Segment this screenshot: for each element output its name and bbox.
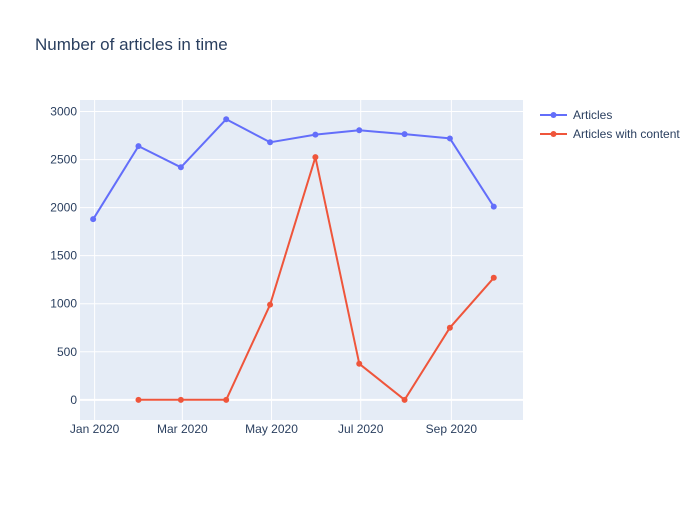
x-tick-label: May 2020 (245, 422, 298, 436)
data-point[interactable] (356, 360, 363, 367)
chart-title: Number of articles in time (35, 35, 228, 54)
data-point[interactable] (223, 396, 230, 403)
legend-marker-icon (550, 112, 557, 118)
series-1 (135, 154, 497, 403)
data-point[interactable] (401, 131, 408, 138)
data-point[interactable] (490, 274, 497, 281)
data-point[interactable] (223, 116, 230, 123)
data-point[interactable] (312, 131, 319, 138)
data-point[interactable] (356, 127, 363, 134)
x-tick-label: Jan 2020 (70, 422, 120, 436)
series-line (92, 118, 495, 220)
series-group (90, 116, 497, 403)
series-0 (90, 116, 497, 223)
axes: 0 500 1000 1500 2000 2500 3000 Jan 2020 Mar 2020… (50, 105, 477, 436)
y-tick-label: 0 (70, 393, 77, 407)
data-point[interactable] (90, 216, 97, 223)
x-tick-label: Sep 2020 (426, 422, 478, 436)
legend-marker-icon (550, 131, 557, 137)
data-point[interactable] (177, 164, 184, 171)
y-tick-label: 2000 (50, 201, 77, 215)
data-point[interactable] (312, 154, 319, 161)
data-point[interactable] (490, 203, 497, 210)
x-tick-label: Jul 2020 (338, 422, 384, 436)
data-point[interactable] (135, 396, 142, 403)
x-tick-label: Mar 2020 (157, 422, 208, 436)
legend[interactable]: Articles Articles with content (540, 108, 680, 141)
y-tick-label: 2500 (50, 153, 77, 167)
legend-item[interactable]: Articles (540, 108, 612, 122)
data-point[interactable] (135, 143, 142, 150)
legend-label: Articles (573, 108, 612, 122)
data-point[interactable] (446, 135, 453, 142)
data-point[interactable] (267, 139, 274, 146)
data-point[interactable] (446, 324, 453, 331)
y-tick-label: 500 (57, 345, 77, 359)
data-point[interactable] (267, 301, 274, 308)
y-tick-label: 1500 (50, 249, 77, 263)
y-tick-label: 1000 (50, 297, 77, 311)
legend-item[interactable]: Articles with content (540, 127, 680, 141)
legend-label: Articles with content (573, 127, 680, 141)
y-tick-label: 3000 (50, 105, 77, 119)
data-point[interactable] (401, 396, 408, 403)
data-point[interactable] (177, 396, 184, 403)
